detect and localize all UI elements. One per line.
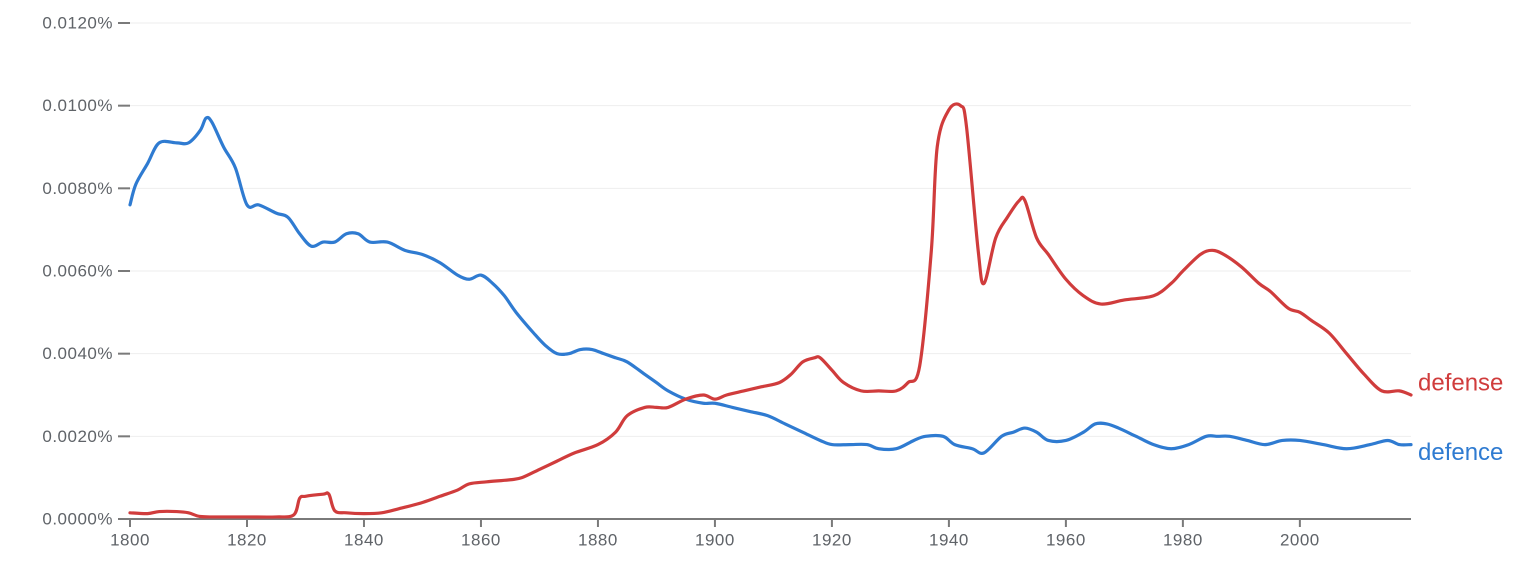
- x-tick-label-9: 1980: [1163, 531, 1203, 550]
- x-axis: 1800 1820 1840 1860 1880 1900 1920 1940 1960 1980…: [110, 518, 1411, 550]
- x-tick-label-0: 1800: [110, 531, 150, 550]
- grid-lines: [130, 22, 1411, 437]
- x-tick-label-4: 1880: [578, 531, 618, 550]
- x-tick-label-1: 1820: [227, 531, 267, 550]
- x-tick-label-10: 2000: [1280, 531, 1320, 550]
- series-line-defence[interactable]: [128, 115, 1413, 455]
- y-tick-label-4: 0.0080%: [42, 179, 113, 198]
- y-tick-label-0: 0.0000%: [42, 510, 113, 529]
- x-tick-label-5: 1900: [695, 531, 735, 550]
- y-tick-label-5: 0.0100%: [42, 96, 113, 115]
- x-tick-label-6: 1920: [812, 531, 852, 550]
- y-axis: 0.0000% 0.0020% 0.0040% 0.0060% 0.0080% 0.010…: [42, 14, 130, 529]
- series-line-defense[interactable]: [128, 102, 1413, 519]
- y-tick-label-1: 0.0020%: [42, 427, 113, 446]
- x-tick-label-2: 1840: [344, 531, 384, 550]
- x-tick-label-8: 1960: [1046, 531, 1086, 550]
- x-tick-label-3: 1860: [461, 531, 501, 550]
- y-tick-label-3: 0.0060%: [42, 262, 113, 281]
- x-tick-label-7: 1940: [929, 531, 969, 550]
- series-labels: defense defence: [1418, 370, 1503, 467]
- y-tick-label-6: 0.0120%: [42, 14, 113, 33]
- series-label-defence[interactable]: defence: [1418, 439, 1503, 466]
- y-tick-label-2: 0.0040%: [42, 344, 113, 363]
- series-label-defense[interactable]: defense: [1418, 370, 1503, 397]
- series-lines: [128, 102, 1413, 519]
